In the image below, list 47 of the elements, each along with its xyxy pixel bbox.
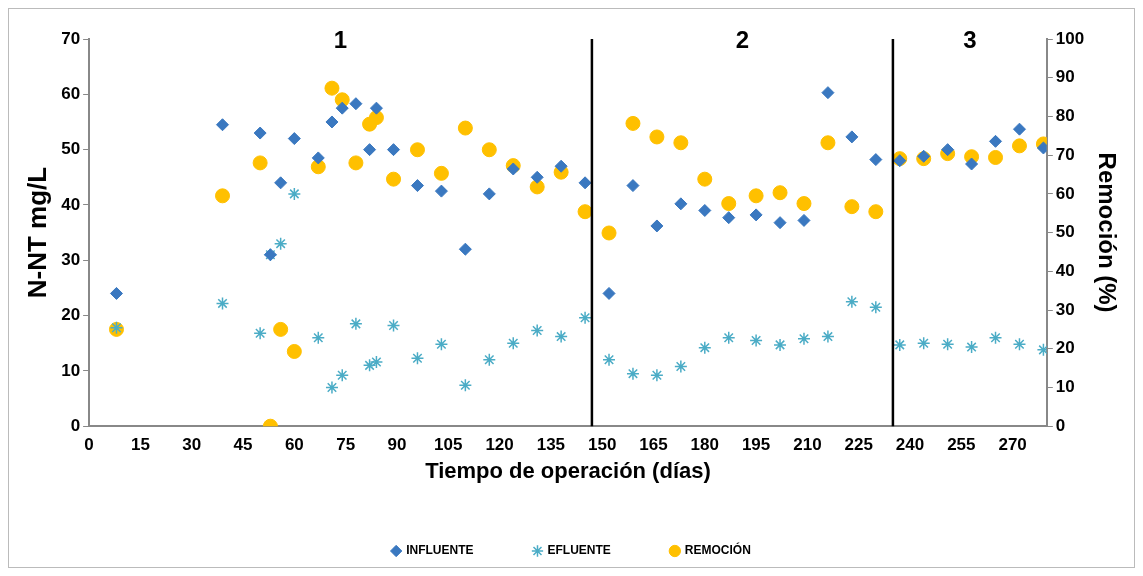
x-tick-label: 120	[485, 435, 514, 455]
x-tick-label: 90	[387, 435, 407, 455]
x-tick-label: 225	[844, 435, 873, 455]
x-tick-label: 0	[84, 435, 94, 455]
y-tick-label: 20	[61, 305, 81, 325]
x-tick-label: 150	[587, 435, 617, 455]
legend-label: INFLUENTE	[406, 543, 474, 558]
legend-label: REMOCIÓN	[684, 542, 751, 558]
x-tick-label: 135	[536, 435, 566, 455]
x-tick-label: 165	[639, 435, 668, 455]
x-tick-label: 180	[690, 435, 719, 455]
x-tick-label: 255	[947, 435, 976, 455]
x-axis-title: Tiempo de operación (días)	[425, 457, 711, 483]
y2-tick-label: 0	[1055, 415, 1066, 435]
x-tick-label: 270	[998, 435, 1027, 455]
annotation: 3	[963, 25, 977, 53]
x-tick-label: 75	[336, 435, 356, 455]
x-tick-label: 240	[895, 435, 925, 455]
y-axis-title: N-NT mg/L	[21, 166, 52, 299]
x-tick-label: 195	[741, 435, 771, 455]
y-tick-label: 50	[61, 139, 81, 159]
annotation: 2	[735, 25, 750, 53]
y2-tick-label: 50	[1055, 222, 1075, 242]
y-tick-label: 30	[61, 249, 81, 269]
x-tick-label: 15	[130, 435, 150, 455]
y-tick-label: 60	[61, 84, 81, 103]
y2-axis-title: Remoción (%)	[1093, 152, 1121, 313]
y-tick-label: 0	[70, 415, 81, 435]
y-tick-label: 70	[61, 28, 81, 48]
annotation: 1	[333, 25, 348, 53]
y2-tick-label: 70	[1055, 144, 1075, 164]
x-tick-label: 60	[284, 435, 304, 455]
y-tick-label: 40	[61, 194, 81, 214]
y2-tick-label: 20	[1055, 338, 1075, 358]
y2-tick-label: 100	[1055, 28, 1085, 48]
legend-label: EFLUENTE	[547, 543, 611, 558]
y2-tick-label: 80	[1055, 106, 1075, 126]
y2-tick-label: 10	[1055, 377, 1075, 397]
y2-tick-label: 40	[1055, 261, 1075, 281]
x-tick-label: 210	[793, 435, 822, 455]
x-tick-label: 45	[233, 435, 253, 455]
x-tick-label: 30	[182, 435, 202, 455]
y2-tick-label: 30	[1055, 299, 1075, 319]
y2-tick-label: 60	[1055, 183, 1075, 203]
x-tick-label: 105	[434, 435, 463, 455]
y-tick-label: 10	[61, 360, 81, 380]
y2-tick-label: 90	[1055, 67, 1075, 87]
